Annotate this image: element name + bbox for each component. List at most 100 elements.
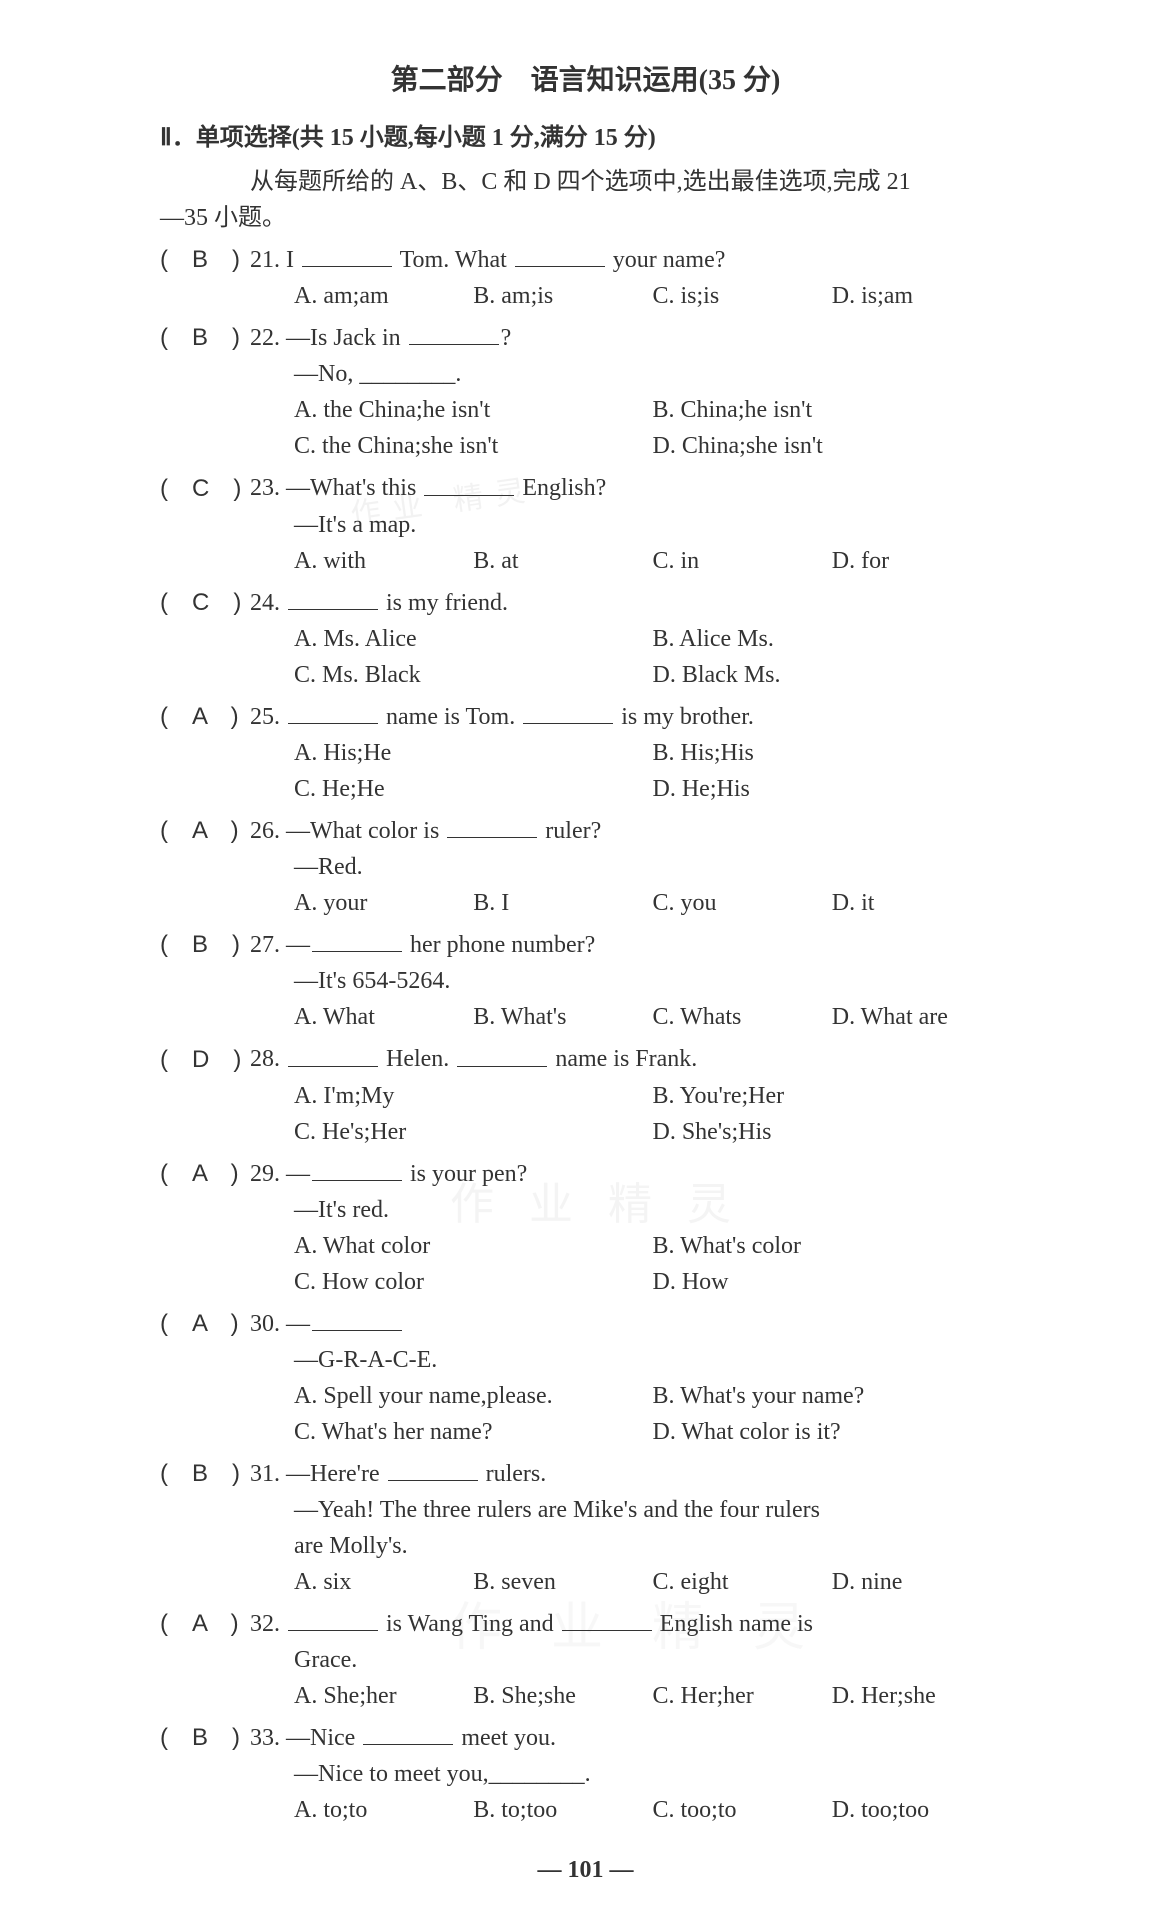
option: C. eight: [653, 1564, 832, 1600]
options-row: A. to;toB. to;tooC. too;toD. too;too: [160, 1792, 1011, 1828]
question-27: ( B )27. — her phone number?—It's 654-52…: [160, 927, 1011, 1035]
question-extra-line: —No, ________.: [160, 356, 1011, 392]
question-stem: 25. name is Tom. is my brother.: [250, 699, 1011, 735]
option: A. am;am: [294, 278, 473, 314]
answer-marker: ( A ): [160, 1606, 250, 1642]
answer-marker: ( B ): [160, 927, 250, 963]
answer-marker: ( A ): [160, 813, 250, 849]
option: D. nine: [832, 1564, 1011, 1600]
options-row: A. yourB. IC. youD. it: [160, 885, 1011, 921]
questions-list: ( B )21. I Tom. What your name?A. am;amB…: [160, 242, 1011, 1828]
answer-marker: ( A ): [160, 699, 250, 735]
option: C. you: [653, 885, 832, 921]
question-stem: 29. — is your pen?: [250, 1156, 1011, 1192]
question-32: ( A )32. is Wang Ting and English name i…: [160, 1606, 1011, 1714]
option: A. His;He: [294, 735, 653, 771]
question-extra-line: —G-R-A-C-E.: [160, 1342, 1011, 1378]
option: C. is;is: [653, 278, 832, 314]
options-row: A. am;amB. am;isC. is;isD. is;am: [160, 278, 1011, 314]
option: D. How: [653, 1264, 1012, 1300]
option: B. at: [473, 543, 652, 579]
option: A. six: [294, 1564, 473, 1600]
option: C. How color: [294, 1264, 653, 1300]
answer-marker: ( B ): [160, 242, 250, 278]
option: D. too;too: [832, 1792, 1011, 1828]
question-33: ( B )33. —Nice meet you.—Nice to meet yo…: [160, 1720, 1011, 1828]
question-24: ( C )24. is my friend.A. Ms. AliceB. Ali…: [160, 585, 1011, 693]
option: A. What color: [294, 1228, 653, 1264]
option: C. He's;Her: [294, 1114, 653, 1150]
question-extra-line: —It's a map.: [160, 507, 1011, 543]
question-extra-line: —It's red.: [160, 1192, 1011, 1228]
option: B. His;His: [653, 735, 1012, 771]
question-stem: 24. is my friend.: [250, 585, 1011, 621]
question-stem: 22. —Is Jack in ?: [250, 320, 1011, 356]
question-extra-line: —Yeah! The three rulers are Mike's and t…: [160, 1492, 1011, 1528]
option: D. What color is it?: [653, 1414, 1012, 1450]
option: D. it: [832, 885, 1011, 921]
question-stem: 23. —What's this English?: [250, 470, 1011, 506]
answer-marker: ( C ): [160, 585, 250, 621]
option: B. to;too: [473, 1792, 652, 1828]
answer-marker: ( C ): [160, 471, 250, 507]
question-stem: 26. —What color is ruler?: [250, 813, 1011, 849]
options-row: A. I'm;MyB. You're;HerC. He's;HerD. She'…: [160, 1078, 1011, 1150]
section-title: 第二部分 语言知识运用(35 分): [160, 60, 1011, 102]
question-extra-line: Grace.: [160, 1642, 1011, 1678]
subsection-header: Ⅱ．单项选择(共 15 小题,每小题 1 分,满分 15 分): [160, 120, 1011, 156]
question-31: ( B )31. —Here're rulers.—Yeah! The thre…: [160, 1456, 1011, 1600]
option: C. Whats: [653, 999, 832, 1035]
subsection-label: Ⅱ．单项选择(共 15 小题,每小题 1 分,满分 15 分): [160, 125, 656, 151]
options-row: A. She;herB. She;sheC. Her;herD. Her;she: [160, 1678, 1011, 1714]
option: B. She;she: [473, 1678, 652, 1714]
question-30: ( A )30. ——G-R-A-C-E.A. Spell your name,…: [160, 1306, 1011, 1450]
options-row: A. the China;he isn'tB. China;he isn'tC.…: [160, 392, 1011, 464]
instruction-line-2: —35 小题。: [160, 200, 1011, 236]
option: A. Spell your name,please.: [294, 1378, 653, 1414]
option: B. China;he isn't: [653, 392, 1012, 428]
question-stem: 21. I Tom. What your name?: [250, 242, 1011, 278]
option: D. What are: [832, 999, 1011, 1035]
answer-marker: ( A ): [160, 1156, 250, 1192]
page-number: — 101 —: [160, 1852, 1011, 1888]
question-extra-line: —Nice to meet you,________.: [160, 1756, 1011, 1792]
option: A. to;to: [294, 1792, 473, 1828]
question-extra-line: are Molly's.: [160, 1528, 1011, 1564]
question-stem: 32. is Wang Ting and English name is: [250, 1606, 1011, 1642]
question-28: ( D )28. Helen. name is Frank.A. I'm;MyB…: [160, 1041, 1011, 1149]
option: D. Her;she: [832, 1678, 1011, 1714]
option: B. seven: [473, 1564, 652, 1600]
option: C. What's her name?: [294, 1414, 653, 1450]
option: C. in: [653, 543, 832, 579]
option: C. too;to: [653, 1792, 832, 1828]
options-row: A. Spell your name,please.B. What's your…: [160, 1378, 1011, 1450]
option: A. your: [294, 885, 473, 921]
option: D. is;am: [832, 278, 1011, 314]
option: B. What's: [473, 999, 652, 1035]
answer-marker: ( B ): [160, 1720, 250, 1756]
question-29: ( A )29. — is your pen?—It's red.A. What…: [160, 1156, 1011, 1300]
question-26: ( A )26. —What color is ruler?—Red.A. yo…: [160, 813, 1011, 921]
option: A. the China;he isn't: [294, 392, 653, 428]
option: A. She;her: [294, 1678, 473, 1714]
options-row: A. Ms. AliceB. Alice Ms.C. Ms. BlackD. B…: [160, 621, 1011, 693]
option: C. Ms. Black: [294, 657, 653, 693]
options-row: A. His;HeB. His;HisC. He;HeD. He;His: [160, 735, 1011, 807]
answer-marker: ( B ): [160, 1456, 250, 1492]
option: D. He;His: [653, 771, 1012, 807]
question-stem: 27. — her phone number?: [250, 927, 1011, 963]
option: C. Her;her: [653, 1678, 832, 1714]
option: A. Ms. Alice: [294, 621, 653, 657]
question-stem: 33. —Nice meet you.: [250, 1720, 1011, 1756]
option: A. with: [294, 543, 473, 579]
question-25: ( A )25. name is Tom. is my brother.A. H…: [160, 699, 1011, 807]
option: C. the China;she isn't: [294, 428, 653, 464]
option: D. China;she isn't: [653, 428, 1012, 464]
options-row: A. sixB. sevenC. eightD. nine: [160, 1564, 1011, 1600]
instruction-line-1: 从每题所给的 A、B、C 和 D 四个选项中,选出最佳选项,完成 21: [160, 164, 1011, 200]
option: A. What: [294, 999, 473, 1035]
option: B. I: [473, 885, 652, 921]
option: D. She's;His: [653, 1114, 1012, 1150]
option: A. I'm;My: [294, 1078, 653, 1114]
options-row: A. What colorB. What's colorC. How color…: [160, 1228, 1011, 1300]
